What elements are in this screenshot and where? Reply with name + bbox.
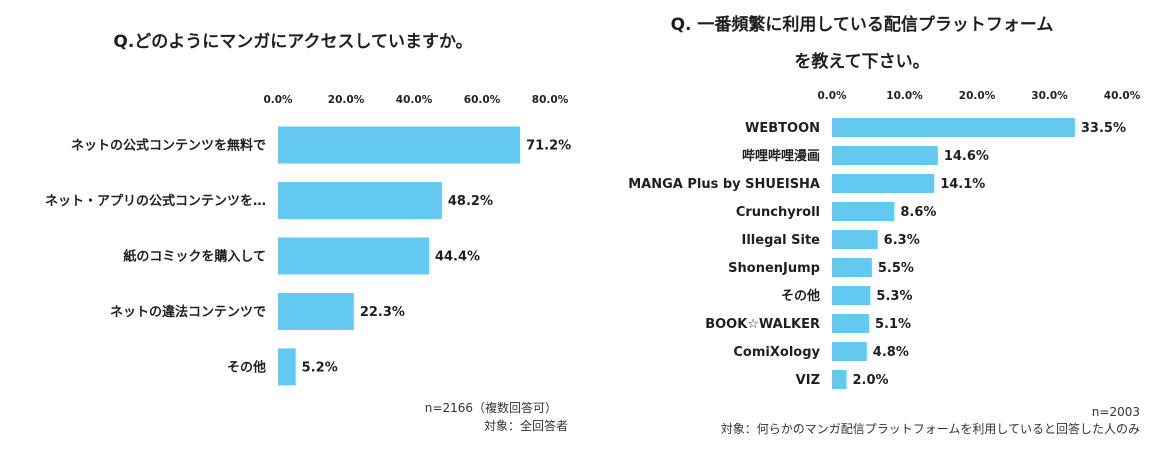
left-bar (278, 348, 296, 386)
right-chart: Q. 一番頻繁に利用している配信プラットフォーム を教えて下さい。 0.0% 10… (628, 14, 1140, 436)
right-sample-size-note: n=2003 (1092, 405, 1140, 419)
right-bar (832, 202, 895, 221)
left-value-label: 5.2% (302, 361, 338, 376)
right-value-label: 33.5% (1081, 121, 1126, 136)
right-value-label: 8.6% (900, 205, 936, 220)
left-category-label: ネットの公式コンテンツを無料で (71, 138, 266, 154)
left-bars: ネットの公式コンテンツを無料で 71.2% ネット・アプリの公式コンテンツを… 48.… (45, 126, 571, 386)
right-category-label: MANGA Plus by SHUEISHA (628, 177, 820, 192)
left-category-label: ネット・アプリの公式コンテンツを… (45, 193, 266, 209)
left-chart: Q.どのようにマンガにアクセスしていますか。 0.0% 20.0% 40.0% 60.… (45, 32, 571, 433)
left-category-label: その他 (227, 360, 266, 376)
left-bar (278, 182, 442, 219)
right-bar (832, 258, 872, 277)
right-category-label: ComiXology (733, 345, 820, 360)
right-category-label: BOOK☆WALKER (705, 317, 820, 332)
left-value-label: 22.3% (360, 305, 405, 320)
right-value-label: 5.1% (875, 317, 911, 332)
left-tick-label: 80.0% (532, 94, 569, 106)
left-axis-ticks: 0.0% 20.0% 40.0% 60.0% 80.0% (263, 94, 568, 106)
left-bar (278, 237, 429, 275)
right-value-label: 14.1% (940, 177, 985, 192)
right-category-label: VIZ (796, 373, 820, 388)
right-value-label: 2.0% (853, 373, 889, 388)
left-target-note: 対象：全回答者 (484, 418, 568, 433)
right-target-note: 対象：何らかのマンガ配信プラットフォームを利用していると回答した人のみ (721, 421, 1140, 436)
right-category-label: WEBTOON (745, 121, 820, 136)
left-sample-size-note: n=2166（複数回答可） (425, 400, 557, 415)
left-tick-label: 60.0% (464, 94, 501, 106)
left-value-label: 71.2% (526, 139, 571, 154)
right-bar (832, 230, 878, 249)
left-value-label: 48.2% (448, 194, 493, 209)
left-category-label: ネットの違法コンテンツで (110, 304, 266, 320)
right-bars: WEBTOON 33.5% 哔哩哔哩漫画 14.6% MANGA Plus by SHU… (628, 118, 1126, 389)
right-tick-label: 40.0% (1104, 90, 1141, 102)
left-tick-label: 20.0% (328, 94, 365, 106)
left-tick-label: 0.0% (263, 94, 293, 106)
left-bar (278, 126, 521, 164)
left-chart-title: Q.どのようにマンガにアクセスしていますか。 (113, 32, 472, 52)
right-tick-label: 30.0% (1031, 90, 1068, 102)
right-chart-title-line1: Q. 一番頻繁に利用している配信プラットフォーム (671, 14, 1054, 35)
right-chart-title-line2: を教えて下さい。 (794, 51, 929, 72)
right-value-label: 6.3% (884, 233, 920, 248)
right-bar (832, 118, 1075, 137)
right-category-label: Crunchyroll (736, 205, 820, 220)
right-value-label: 4.8% (873, 345, 909, 360)
right-category-label: 哔哩哔哩漫画 (742, 148, 820, 164)
right-bar (832, 174, 935, 193)
left-tick-label: 40.0% (396, 94, 433, 106)
right-value-label: 5.5% (878, 261, 914, 276)
right-bar (832, 286, 871, 305)
right-axis-ticks: 0.0% 10.0% 20.0% 30.0% 40.0% (817, 90, 1140, 102)
right-tick-label: 10.0% (886, 90, 923, 102)
right-category-label: Illegal Site (742, 233, 821, 248)
right-value-label: 5.3% (876, 289, 912, 304)
right-category-label: ShonenJump (728, 261, 820, 276)
right-bar (832, 146, 938, 165)
right-bar (832, 370, 847, 389)
left-value-label: 44.4% (435, 250, 480, 265)
right-tick-label: 0.0% (817, 90, 847, 102)
right-tick-label: 20.0% (959, 90, 996, 102)
left-category-label: 紙のコミックを購入して (123, 249, 266, 265)
right-category-label: その他 (781, 288, 820, 304)
right-value-label: 14.6% (944, 149, 989, 164)
left-bar (278, 293, 354, 330)
right-bar (832, 314, 869, 333)
right-bar (832, 342, 867, 361)
